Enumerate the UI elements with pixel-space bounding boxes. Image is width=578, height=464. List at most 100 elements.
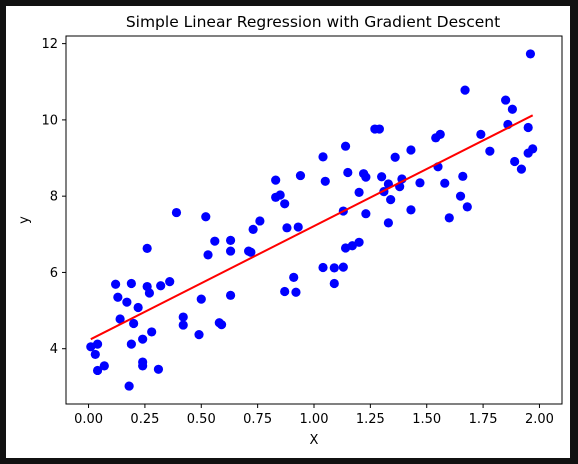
data-point-8 [115, 314, 125, 324]
data-point-30 [201, 212, 211, 222]
data-point-94 [507, 104, 517, 114]
data-point-78 [406, 145, 416, 155]
data-point-62 [347, 241, 357, 251]
data-point-79 [406, 205, 416, 215]
data-point-91 [485, 146, 495, 156]
data-point-50 [293, 222, 303, 232]
y-tick-label-4: 10 [41, 113, 58, 128]
data-point-28 [194, 329, 204, 340]
data-point-15 [138, 334, 148, 344]
x-tick-label-2: 0.25 [130, 412, 159, 427]
data-point-88 [460, 85, 470, 95]
data-point-45 [280, 199, 290, 209]
data-point-7 [113, 292, 123, 302]
x-tick-label-8: 1.75 [469, 412, 498, 427]
data-point-72 [383, 218, 393, 228]
data-point-80 [415, 178, 425, 188]
plot-marks [86, 49, 538, 391]
data-point-42 [271, 175, 281, 185]
data-point-52 [318, 152, 328, 162]
data-point-89 [462, 202, 472, 212]
x-tick-label-5: 1.00 [300, 412, 329, 427]
data-point-85 [444, 213, 454, 223]
regression-chart: Simple Linear Regression with Gradient D… [17, 13, 563, 448]
data-point-31 [203, 250, 213, 260]
data-point-29 [196, 294, 206, 304]
data-point-75 [390, 152, 400, 162]
data-point-48 [289, 272, 299, 282]
data-point-53 [318, 262, 328, 273]
x-tick-label-6: 1.25 [356, 412, 385, 427]
x-tick-label-4: 0.75 [243, 412, 272, 427]
data-point-86 [455, 191, 466, 201]
data-point-87 [458, 171, 468, 181]
data-point-3 [92, 339, 103, 349]
data-point-51 [295, 170, 306, 181]
data-point-64 [354, 187, 364, 197]
data-point-10 [124, 381, 134, 391]
data-point-57 [338, 262, 348, 272]
data-point-40 [248, 224, 258, 234]
data-point-13 [129, 318, 139, 329]
data-point-17 [138, 357, 148, 367]
data-point-59 [340, 141, 351, 151]
data-point-32 [210, 236, 220, 246]
data-point-84 [440, 178, 450, 188]
data-point-97 [523, 122, 533, 133]
data-point-92 [501, 95, 511, 105]
data-point-46 [280, 286, 290, 297]
data-point-67 [361, 172, 371, 182]
y-axis-label: y [17, 216, 32, 224]
data-point-4 [92, 365, 103, 376]
data-point-47 [282, 223, 292, 233]
data-point-37 [225, 235, 236, 246]
data-point-34 [216, 320, 227, 330]
data-point-100 [528, 144, 538, 154]
y-tick-label-2: 6 [50, 266, 58, 281]
data-point-5 [99, 361, 109, 371]
x-tick-label-1: 0.00 [74, 412, 103, 427]
data-point-56 [329, 278, 339, 289]
data-point-12 [126, 278, 136, 289]
data-point-23 [156, 281, 166, 291]
data-point-6 [111, 279, 121, 289]
y-tick-label-5: 12 [41, 37, 58, 52]
x-tick-label-7: 1.50 [412, 412, 441, 427]
data-point-24 [165, 276, 175, 287]
data-point-82 [435, 129, 445, 139]
data-point-25 [171, 207, 182, 218]
data-point-49 [291, 287, 301, 297]
data-point-22 [153, 364, 164, 374]
data-point-27 [178, 312, 188, 322]
plot-area-frame [65, 35, 563, 405]
y-tick-label-3: 8 [50, 190, 58, 205]
x-tick-label-9: 2.00 [525, 412, 554, 427]
data-point-74 [386, 194, 396, 205]
data-point-61 [343, 167, 353, 178]
axis-ticks: 0.00 0.25 0.50 0.75 1.00 1.25 1.50 1.75 2.00 4 6 8 1… [41, 37, 553, 427]
data-point-95 [510, 156, 520, 167]
data-point-14 [133, 302, 143, 313]
data-point-54 [320, 176, 330, 186]
data-point-20 [144, 288, 155, 298]
data-point-70 [377, 172, 387, 182]
data-point-69 [374, 124, 384, 134]
data-point-55 [329, 263, 339, 273]
data-point-44 [275, 190, 285, 200]
y-tick-label-1: 4 [50, 342, 58, 357]
figure-canvas: Simple Linear Regression with Gradient D… [6, 6, 570, 458]
data-point-21 [147, 327, 157, 337]
chart-title: Simple Linear Regression with Gradient D… [126, 13, 500, 31]
data-point-90 [476, 129, 486, 139]
regression-line [90, 114, 534, 341]
data-point-2 [90, 349, 100, 360]
data-point-18 [142, 243, 152, 254]
data-point-11 [126, 339, 136, 349]
data-point-39 [246, 247, 256, 257]
data-point-96 [516, 164, 527, 174]
data-point-99 [525, 49, 536, 59]
data-point-66 [361, 209, 371, 219]
data-point-63 [354, 237, 364, 247]
data-point-9 [122, 297, 132, 307]
data-point-36 [225, 246, 236, 256]
